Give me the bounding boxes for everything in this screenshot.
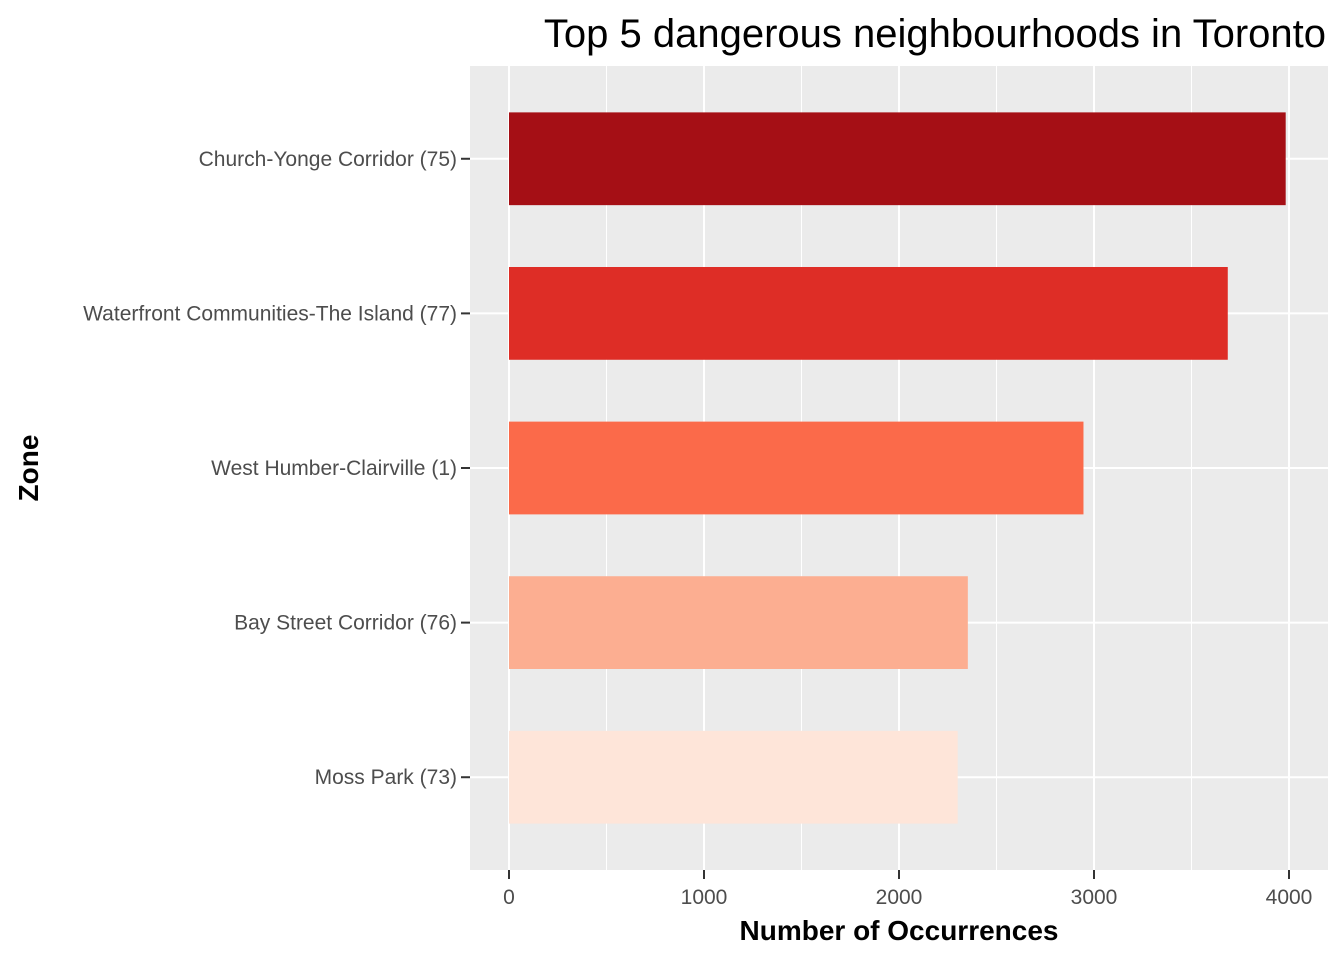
y-tick-label: Waterfront Communities-The Island (77) xyxy=(83,302,457,325)
x-tick-label: 3000 xyxy=(1071,886,1118,909)
y-axis-title: Zone xyxy=(13,435,44,502)
bar xyxy=(509,576,968,669)
y-tick-label: West Humber-Clairville (1) xyxy=(211,457,457,480)
y-axis: Church-Yonge Corridor (75) Waterfront Com… xyxy=(83,148,470,789)
x-axis-title: Number of Occurrences xyxy=(740,915,1059,946)
x-tick-label: 4000 xyxy=(1266,886,1313,909)
y-tick-label: Church-Yonge Corridor (75) xyxy=(199,148,457,171)
x-tick-label: 1000 xyxy=(681,886,728,909)
bar xyxy=(509,267,1228,360)
y-tick-label: Bay Street Corridor (76) xyxy=(234,612,457,635)
bar xyxy=(509,730,958,824)
x-tick-label: 0 xyxy=(503,886,515,909)
y-tick-label: Moss Park (73) xyxy=(315,766,457,789)
bars xyxy=(509,112,1286,824)
x-axis: 0 1000 2000 3000 4000 xyxy=(503,870,1312,909)
bar xyxy=(509,421,1084,515)
x-tick-label: 2000 xyxy=(876,886,923,909)
bar xyxy=(509,112,1286,206)
chart-title: Top 5 dangerous neighbourhoods in Toront… xyxy=(544,12,1326,56)
